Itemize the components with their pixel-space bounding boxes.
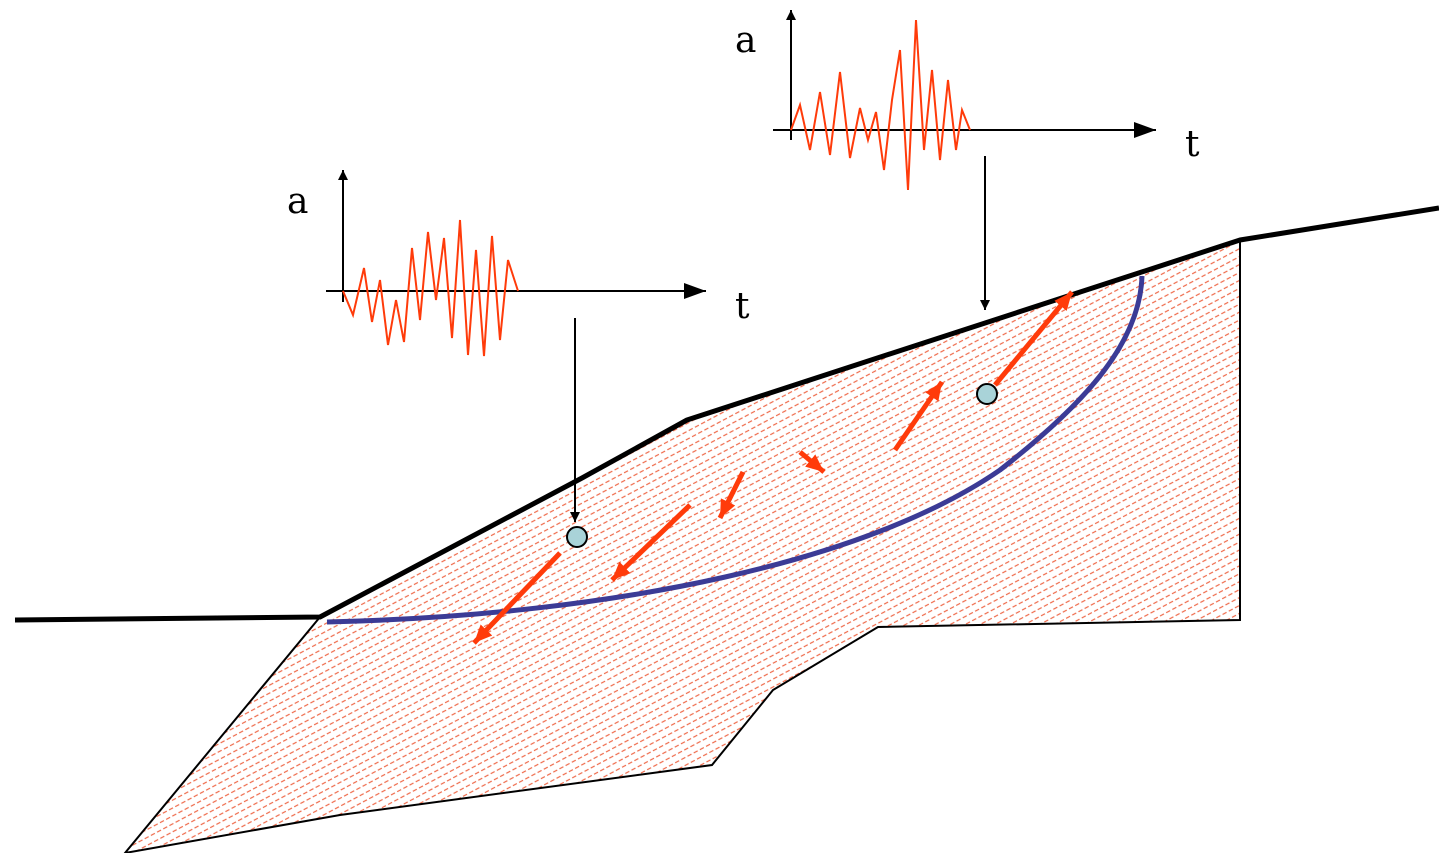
slip-surface-curve xyxy=(326,275,1145,625)
measurement-point-lower xyxy=(566,526,588,548)
upper-plot-x-label: t xyxy=(1185,124,1200,165)
slope-soil-mass xyxy=(123,238,1241,853)
upper-acceleration-plot: a t xyxy=(735,10,1200,191)
motion-arrow xyxy=(993,290,1074,387)
lower-plot-y-label: a xyxy=(287,181,308,222)
motion-arrow xyxy=(472,551,562,645)
soil-motion-arrows xyxy=(472,290,1074,645)
ground-surface-line xyxy=(14,205,1439,623)
measurement-point-upper xyxy=(976,383,998,405)
upper-plot-y-label: a xyxy=(735,20,756,61)
lower-plot-x-label: t xyxy=(735,286,750,327)
motion-arrow xyxy=(610,503,692,582)
lower-acceleration-plot: a t xyxy=(287,170,750,357)
upper-accel-trace xyxy=(790,19,971,191)
motion-arrow xyxy=(717,470,746,520)
lower-accel-trace xyxy=(342,219,519,357)
motion-arrow xyxy=(892,380,945,452)
motion-arrow xyxy=(798,450,826,474)
